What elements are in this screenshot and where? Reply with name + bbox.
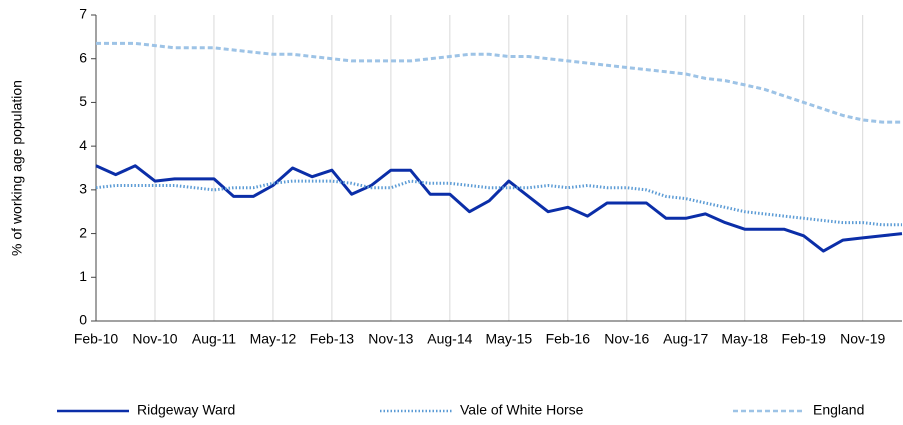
x-tick-label: Feb-13 [310,331,355,347]
legend-label: Ridgeway Ward [137,402,235,418]
x-tick-label: Nov-16 [604,331,649,347]
legend-label: Vale of White Horse [460,402,584,418]
x-tick-label: Aug-11 [192,331,236,347]
y-tick-label: 2 [79,224,87,240]
y-tick-label: 5 [79,93,87,109]
series-line [95,164,903,253]
y-tick-label: 0 [79,312,87,328]
x-tick-label: Nov-13 [368,331,413,347]
x-tick-label: May-15 [485,331,532,347]
x-tick-label: Feb-16 [546,331,591,347]
series-line [96,41,902,124]
legend-label: England [813,402,864,418]
series-line [95,179,902,227]
x-tick-label: Nov-10 [132,331,177,347]
y-tick-label: 6 [79,49,87,65]
y-tick-label: 4 [79,137,87,153]
y-axis-label: % of working age population [9,80,25,256]
x-tick-label: May-18 [721,331,768,347]
x-tick-label: May-12 [250,331,297,347]
x-tick-label: Aug-17 [663,331,708,347]
x-tick-label: Feb-19 [782,331,827,347]
y-tick-label: 7 [79,6,87,22]
x-tick-label: Aug-14 [427,331,472,347]
x-tick-label: Nov-19 [840,331,885,347]
y-tick-label: 1 [79,268,87,284]
x-tick-label: Feb-10 [74,331,119,347]
y-tick-label: 3 [79,181,87,197]
